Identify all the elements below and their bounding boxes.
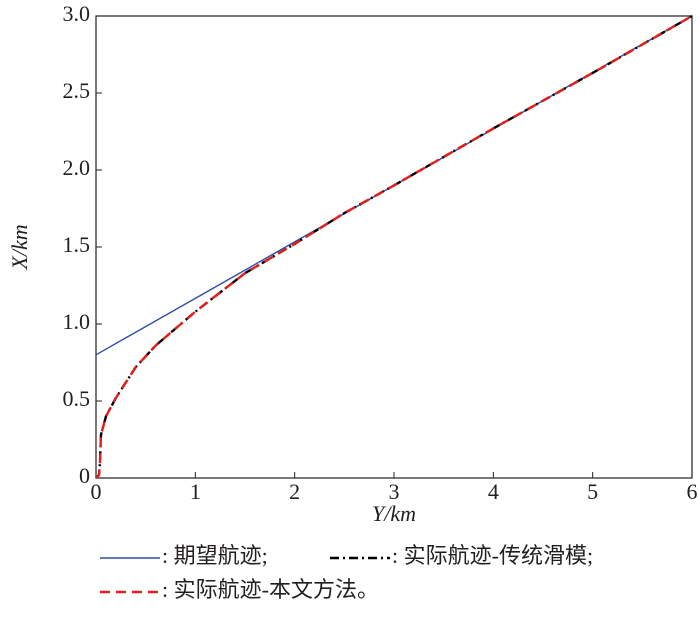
x-tick-label: 1	[190, 479, 201, 504]
y-tick-label: 0.5	[63, 386, 91, 411]
y-tick-label: 3.0	[63, 1, 91, 26]
x-tick-label: 3	[389, 479, 400, 504]
series-line	[95, 14, 693, 479]
y-tick-label: 1.0	[63, 309, 91, 334]
y-axis-label: X/km	[7, 224, 32, 270]
y-tick-label: 1.5	[63, 232, 91, 257]
y-tick-label: 2.0	[63, 155, 91, 180]
x-tick-label: 6	[687, 479, 698, 504]
x-tick-label: 5	[587, 479, 598, 504]
x-tick-label: 4	[488, 479, 499, 504]
y-tick-label: 2.5	[63, 78, 91, 103]
legend-label: : 实际航迹-本文方法。	[162, 577, 379, 602]
x-axis-label: Y/km	[372, 501, 416, 526]
legend-label: : 实际航迹-传统滑模;	[392, 543, 593, 568]
series-line	[95, 14, 693, 479]
x-tick-label: 0	[91, 479, 102, 504]
y-tick-label: 0	[79, 463, 90, 488]
x-tick-label: 2	[289, 479, 300, 504]
plot-frame	[95, 15, 693, 479]
legend-label: : 期望航迹;	[162, 543, 268, 568]
